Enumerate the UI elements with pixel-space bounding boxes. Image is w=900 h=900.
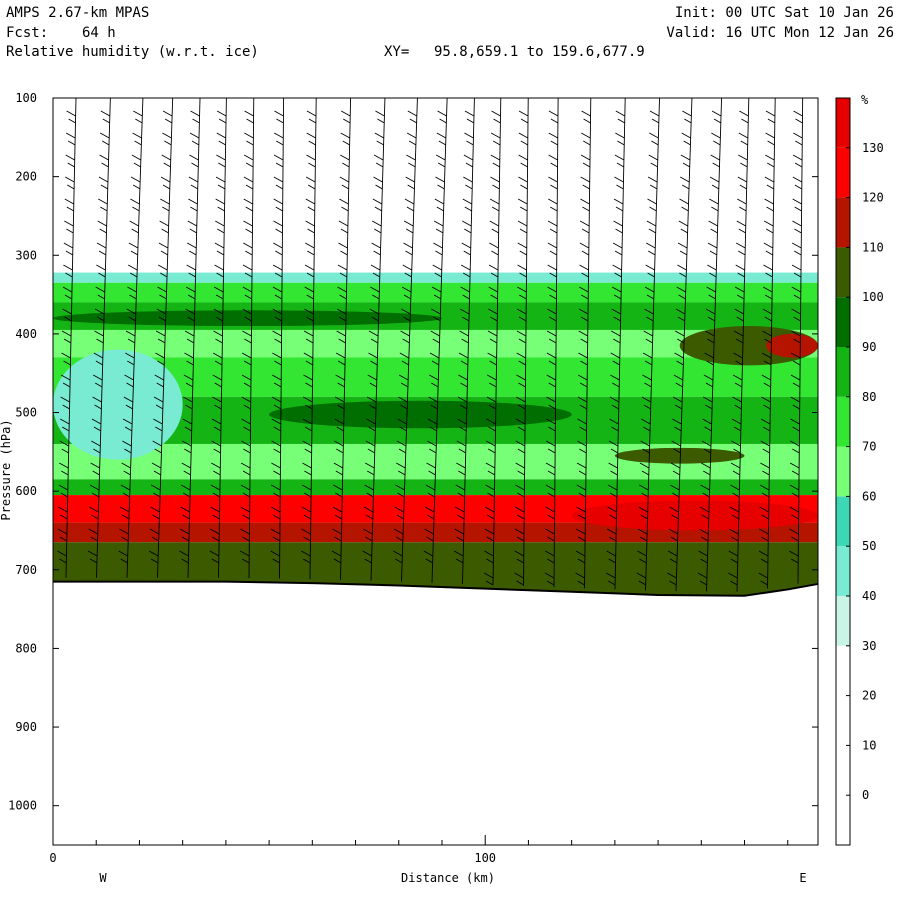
wind-barb [636,98,660,591]
colorbar-cell [836,645,850,696]
wind-barb [118,98,144,578]
rh-patch [766,333,818,358]
colorbar-cell [836,98,850,148]
colorbar-label: 80 [862,390,876,404]
colorbar-cell [836,695,850,746]
rh-patch [269,400,572,429]
west-label: W [99,871,107,885]
wind-barb [301,98,317,580]
xy-value: 95.8,659.1 to 159.6,677.9 [434,44,645,60]
y-tick-label: 300 [15,248,37,262]
wind-barb [209,98,227,578]
wind-barb [393,98,418,582]
rh-band [53,264,818,273]
wind-barb [789,98,804,584]
colorbar-label: 40 [862,589,876,603]
colorbar-label: 0 [862,788,869,802]
colorbar-cell [836,247,850,298]
wind-barb [423,98,448,583]
wind-barb [483,98,502,586]
colorbar-label: 30 [862,639,876,653]
x-axis: 0 100 [49,835,789,865]
wind-barb [87,98,111,578]
colorbar-cell [836,795,850,845]
forecast-label: Fcst: [6,25,49,41]
below-ground [53,581,818,845]
y-tick-label: 700 [15,563,37,577]
x-axis-label: Distance (km) [401,871,495,885]
xy-label: XY= [384,44,410,60]
wind-barb [758,98,776,589]
colorbar-cell [836,546,850,596]
colorbar-label: 110 [862,240,884,254]
y-tick-label: 1000 [8,799,37,813]
forecast-value: 64 h [82,25,116,41]
model-title: AMPS 2.67-km MPAS [6,5,150,21]
rh-band [53,282,818,303]
colorbar-label: 100 [862,290,884,304]
y-tick-label: 200 [15,170,37,184]
y-tick-label: 600 [15,484,37,498]
wind-barb [270,98,285,579]
colorbar-label: 50 [862,539,876,553]
x-tick-label: 0 [49,851,56,865]
wind-barb [514,98,529,587]
rh-patch [53,349,183,460]
y-tick-label: 100 [15,91,37,105]
wind-barb [728,98,750,592]
colorbar-label: 20 [862,689,876,703]
wind-barb [697,98,723,592]
colorbar-cell [836,596,850,646]
plot-frame [52,97,819,846]
wind-barb [240,98,255,579]
surface-line [53,580,819,597]
rh-fill [53,264,818,845]
rh-band [53,357,818,397]
init-time: Init: 00 UTC Sat 10 Jan 26 [674,5,894,21]
valid-time: Valid: 16 UTC Mon 12 Jan 26 [666,25,894,41]
wind-barb [57,98,77,578]
y-tick-label: 900 [15,720,37,734]
wind-barb [453,98,475,584]
colorbar-cell [836,446,850,497]
colorbar-cell [836,347,850,397]
east-label: E [799,871,806,885]
colorbar-cell [836,496,850,547]
rh-band [53,272,818,283]
wind-barb [148,98,174,578]
wind-barb [606,98,626,590]
colorbar-cell [836,745,850,796]
colorbar-cell [836,197,850,248]
wind-barb [362,98,386,581]
wind-barb [575,98,592,589]
colorbar-frame [835,97,851,846]
field-name: Relative humidity (w.r.t. ice) [6,44,259,60]
colorbar-cell [836,147,850,198]
colorbar-cell [836,396,850,447]
colorbar-label: 60 [862,489,876,503]
y-tick-label: 400 [15,327,37,341]
wind-barb [331,98,352,580]
y-tick-label: 500 [15,406,37,420]
colorbar-label: 90 [862,340,876,354]
rh-band [53,479,818,496]
colorbar-label: 70 [862,440,876,454]
rh-patch [571,500,818,531]
colorbar-cell [836,297,850,347]
colorbar-label: 120 [862,191,884,205]
y-axis-label: Pressure (hPa) [0,419,13,520]
colorbar-label: 10 [862,738,876,752]
rh-patch [614,447,745,464]
y-tick-label: 800 [15,641,37,655]
wind-barb [544,98,559,588]
colorbar-unit: % [861,93,869,107]
wind-barb [179,98,201,578]
y-axis: 100 200 300 400 500 600 700 800 900 1000 [8,91,818,813]
x-tick-label: 100 [474,851,496,865]
wind-barb [667,98,693,592]
colorbar-label: 130 [862,141,884,155]
wind-barbs [57,98,804,592]
